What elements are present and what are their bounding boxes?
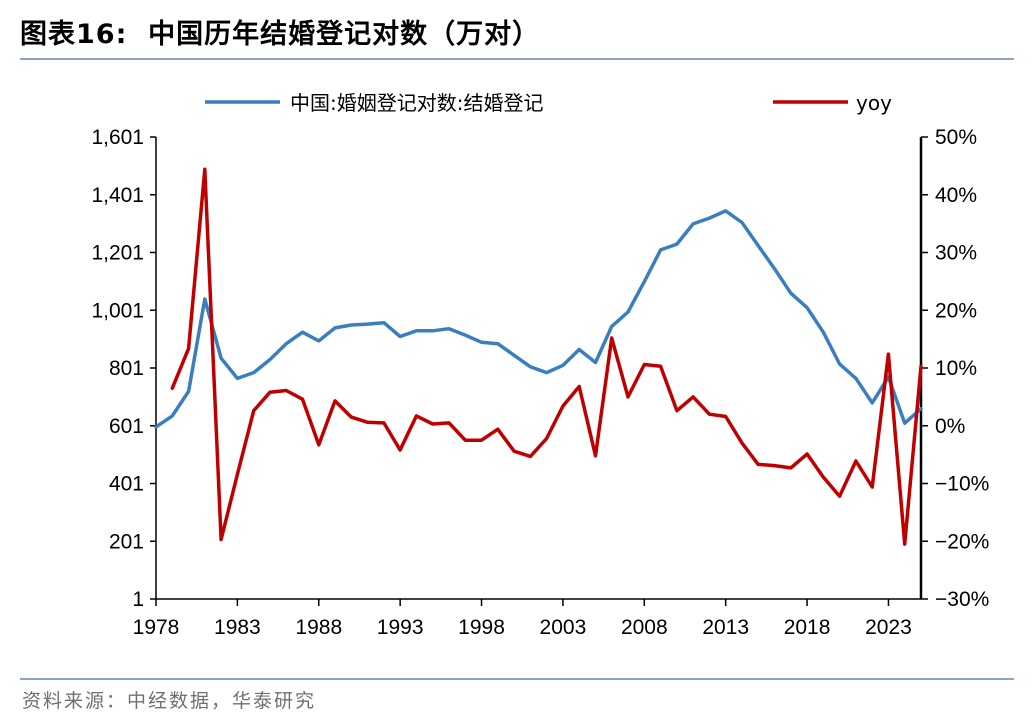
left-axis-tick-label: 201 — [109, 530, 144, 553]
x-axis-tick-label: 2008 — [621, 616, 668, 639]
x-axis-tick-label: 1983 — [214, 616, 261, 639]
x-axis-tick-label: 1993 — [377, 616, 424, 639]
right-axis-tick-label: −30% — [935, 588, 989, 611]
x-axis-tick-label: 2003 — [540, 616, 587, 639]
source-note: 资料来源：中经数据，华泰研究 — [22, 690, 317, 712]
x-axis-tick-label: 1998 — [458, 616, 505, 639]
right-axis-tick-label: 10% — [935, 357, 977, 380]
legend: 中国:婚姻登记对数:结婚登记 yoy — [205, 91, 892, 115]
chart-title: 图表16: 中国历年结婚登记对数（万对） — [20, 19, 541, 50]
left-axis-tick-label: 401 — [109, 473, 144, 496]
header-divider — [20, 58, 1014, 60]
right-axis-tick-label: −10% — [935, 473, 989, 496]
left-axis-tick-label: 1 — [132, 588, 144, 611]
axes: 1,601 1,401 1,201 1,001 801 601 401 201 1 50% 40% 3… — [91, 126, 989, 639]
series-line-yoy — [170, 167, 923, 546]
right-axis-tick-label: 40% — [935, 184, 977, 207]
legend-label-marriages: 中国:婚姻登记对数:结婚登记 — [290, 91, 543, 115]
series-group — [154, 167, 923, 546]
footer-divider — [20, 678, 1014, 680]
left-axis-tick-label: 601 — [109, 415, 144, 438]
series-line-marriages — [154, 209, 923, 429]
right-axis-tick-label: 50% — [935, 126, 977, 149]
left-axis-tick-label: 801 — [109, 357, 144, 380]
left-axis-tick-label: 1,201 — [91, 242, 144, 265]
x-axis-tick-label: 2013 — [702, 616, 749, 639]
legend-label-yoy: yoy — [856, 91, 892, 115]
x-axis-tick-label: 1988 — [295, 616, 342, 639]
left-axis-tick-label: 1,401 — [91, 184, 144, 207]
left-axis-tick-label: 1,601 — [91, 126, 144, 149]
left-axis-tick-label: 1,001 — [91, 299, 144, 322]
right-axis-tick-label: 20% — [935, 299, 977, 322]
right-axis-tick-label: 0% — [935, 415, 965, 438]
x-axis-tick-label: 2018 — [784, 616, 831, 639]
right-axis-tick-label: 30% — [935, 242, 977, 265]
x-axis-tick-label: 2023 — [865, 616, 912, 639]
x-axis-tick-label: 1978 — [133, 616, 180, 639]
right-axis-tick-label: −20% — [935, 530, 989, 553]
